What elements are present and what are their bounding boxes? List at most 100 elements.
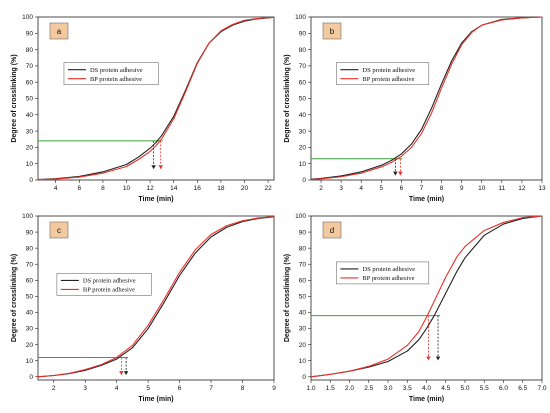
x-tick-label: 6.5 — [518, 385, 527, 392]
y-tick-label: 50 — [26, 294, 34, 301]
x-tick-label: 11 — [498, 185, 505, 192]
x-tick-label: 7.0 — [537, 385, 546, 392]
y-tick-label: 70 — [299, 261, 307, 268]
y-tick-label: 20 — [299, 145, 307, 152]
y-tick-label: 40 — [299, 112, 307, 119]
x-tick-label: 12 — [518, 185, 526, 192]
x-tick-label: 9 — [272, 385, 276, 392]
marker-arrowhead — [151, 165, 156, 170]
x-tick-label: 8 — [440, 185, 444, 192]
marker-arrowhead — [426, 356, 431, 361]
y-tick-label: 0 — [29, 374, 33, 381]
x-tick-label: 9 — [460, 185, 464, 192]
y-tick-label: 80 — [299, 245, 307, 252]
x-tick-label: 5 — [146, 385, 150, 392]
x-axis-title: Time (min) — [409, 396, 444, 403]
y-tick-label: 60 — [26, 278, 34, 285]
x-tick-label: 4.0 — [422, 385, 431, 392]
y-tick-label: 80 — [299, 47, 307, 54]
legend-label: DS protein adhesive — [90, 67, 143, 74]
x-tick-label: 2.5 — [364, 385, 373, 392]
y-tick-label: 90 — [299, 229, 307, 236]
y-tick-label: 40 — [26, 112, 34, 119]
x-tick-label: 5.5 — [480, 385, 489, 392]
y-tick-label: 0 — [302, 374, 306, 381]
y-axis-title: Degree of crosslinking (%) — [11, 254, 18, 342]
panel-tag-label: d — [330, 226, 334, 235]
legend-box — [336, 261, 430, 285]
y-tick-label: 0 — [29, 177, 33, 184]
y-tick-label: 10 — [299, 358, 307, 365]
legend-label: DS protein adhesive — [362, 67, 415, 74]
y-tick-label: 10 — [299, 161, 307, 168]
panel-tag-label: c — [57, 226, 61, 235]
y-tick-label: 30 — [299, 128, 307, 135]
y-tick-label: 60 — [26, 79, 34, 86]
x-tick-label: 6 — [77, 185, 81, 192]
series-line-bp — [37, 16, 275, 181]
x-tick-label: 5.0 — [460, 385, 469, 392]
plot-frame — [310, 16, 543, 181]
x-tick-label: 20 — [241, 185, 249, 192]
x-tick-label: 8 — [101, 185, 105, 192]
x-tick-label: 6 — [178, 385, 182, 392]
legend-label: BP protein adhesive — [362, 76, 414, 83]
panel-tag-label: b — [330, 27, 335, 36]
legend-box — [56, 273, 152, 296]
x-tick-label: 6.0 — [499, 385, 508, 392]
y-tick-label: 30 — [299, 326, 307, 333]
x-tick-label: 2 — [52, 385, 56, 392]
marker-arrowhead — [119, 371, 124, 376]
y-tick-label: 70 — [26, 261, 34, 268]
y-tick-label: 10 — [26, 161, 34, 168]
x-tick-label: 4 — [54, 185, 58, 192]
y-tick-label: 100 — [22, 14, 33, 21]
y-tick-label: 50 — [26, 96, 34, 103]
legend-label: DS protein adhesive — [362, 266, 415, 273]
y-tick-label: 80 — [26, 245, 34, 252]
y-tick-label: 30 — [26, 128, 34, 135]
x-tick-label: 4 — [115, 385, 119, 392]
x-tick-label: 2 — [319, 185, 323, 192]
legend-label: BP protein adhesive — [362, 275, 414, 282]
plot-frame — [37, 215, 275, 381]
x-tick-label: 3.0 — [383, 385, 392, 392]
y-tick-label: 40 — [299, 310, 307, 317]
y-tick-label: 70 — [299, 63, 307, 70]
x-tick-label: 1.5 — [326, 385, 335, 392]
x-tick-label: 4 — [359, 185, 363, 192]
x-tick-label: 10 — [478, 185, 486, 192]
plot-frame — [310, 215, 543, 381]
x-tick-label: 18 — [217, 185, 225, 192]
x-tick-label: 3.5 — [403, 385, 412, 392]
y-tick-label: 30 — [26, 326, 34, 333]
panel-tag-label: a — [57, 27, 62, 36]
chart-panel-d: 1.0 1.5 2.0 2.5 3.0 3.5 4.0 4.5 5.0 5.5 6.0 6.5 7.0 0… — [284, 213, 547, 403]
y-tick-label: 20 — [26, 145, 34, 152]
y-axis-title: Degree of crosslinking (%) — [11, 54, 18, 142]
series-line-bp — [37, 216, 275, 378]
panel-tag — [49, 22, 69, 40]
y-tick-label: 100 — [22, 213, 33, 220]
y-tick-label: 70 — [26, 63, 34, 70]
y-tick-label: 50 — [299, 96, 307, 103]
x-tick-label: 3 — [83, 385, 87, 392]
y-tick-label: 90 — [299, 31, 307, 38]
series-line-ds — [37, 16, 275, 181]
y-tick-label: 50 — [299, 294, 307, 301]
panel-tag — [322, 221, 342, 239]
chart-panel-a: 4 6 8 10 12 14 16 18 20 22 0 10 20 30 40 50 60 70 80 90 100 T… — [11, 14, 275, 203]
x-tick-label: 6 — [400, 185, 404, 192]
x-tick-label: 16 — [194, 185, 202, 192]
x-tick-label: 12 — [146, 185, 154, 192]
y-tick-label: 0 — [302, 177, 306, 184]
x-tick-label: 22 — [264, 185, 272, 192]
panel-tag — [322, 22, 342, 40]
x-tick-label: 2.0 — [345, 385, 354, 392]
chart-panel-b: 2 3 4 5 6 7 8 9 10 11 12 13 0 10 20 30 40 50 60 70 80 90 100 Ti… — [284, 14, 546, 203]
panel-tag — [49, 221, 69, 239]
y-tick-label: 60 — [299, 79, 307, 86]
legend-box — [336, 62, 430, 85]
